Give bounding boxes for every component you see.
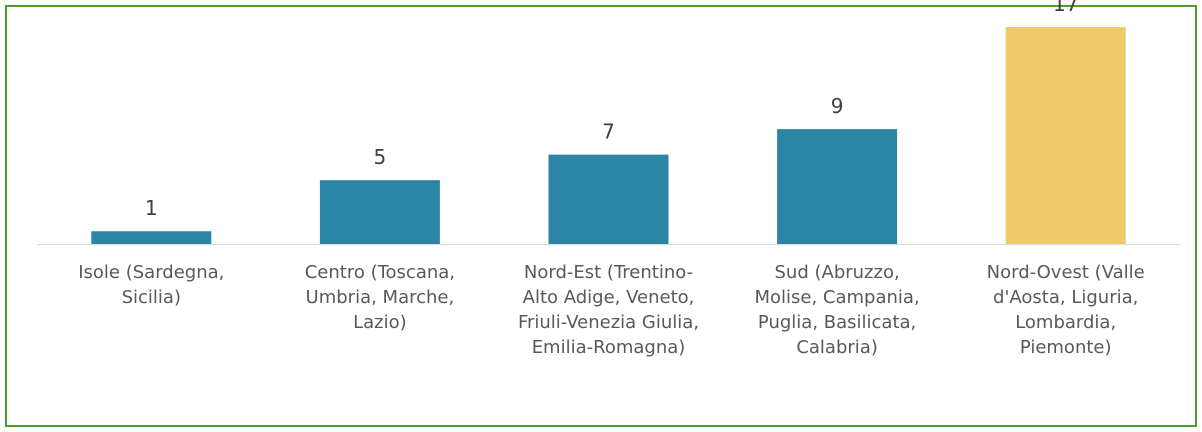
x-tick-label: Centro (Toscana, Umbria, Marche, Lazio) xyxy=(304,262,456,333)
x-tick-label: Nord-Est (Trentino-Alto Adige, Veneto, F… xyxy=(517,262,700,358)
bar xyxy=(1005,27,1126,244)
x-tick-label: Sud (Abruzzo, Molise, Campania, Puglia, … xyxy=(754,262,920,358)
bar xyxy=(777,129,898,244)
data-label: 9 xyxy=(831,94,844,118)
data-label: 1 xyxy=(145,196,158,220)
data-label: 5 xyxy=(374,145,387,169)
bar xyxy=(319,180,440,244)
data-label: 17 xyxy=(1053,0,1078,16)
bar xyxy=(548,154,669,244)
x-tick-label: Isole (Sardegna, Sicilia) xyxy=(78,262,225,308)
data-label: 7 xyxy=(602,120,615,144)
bar xyxy=(91,231,212,244)
x-tick-label: Nord-Ovest (Valle d'Aosta, Liguria, Lomb… xyxy=(986,262,1145,358)
